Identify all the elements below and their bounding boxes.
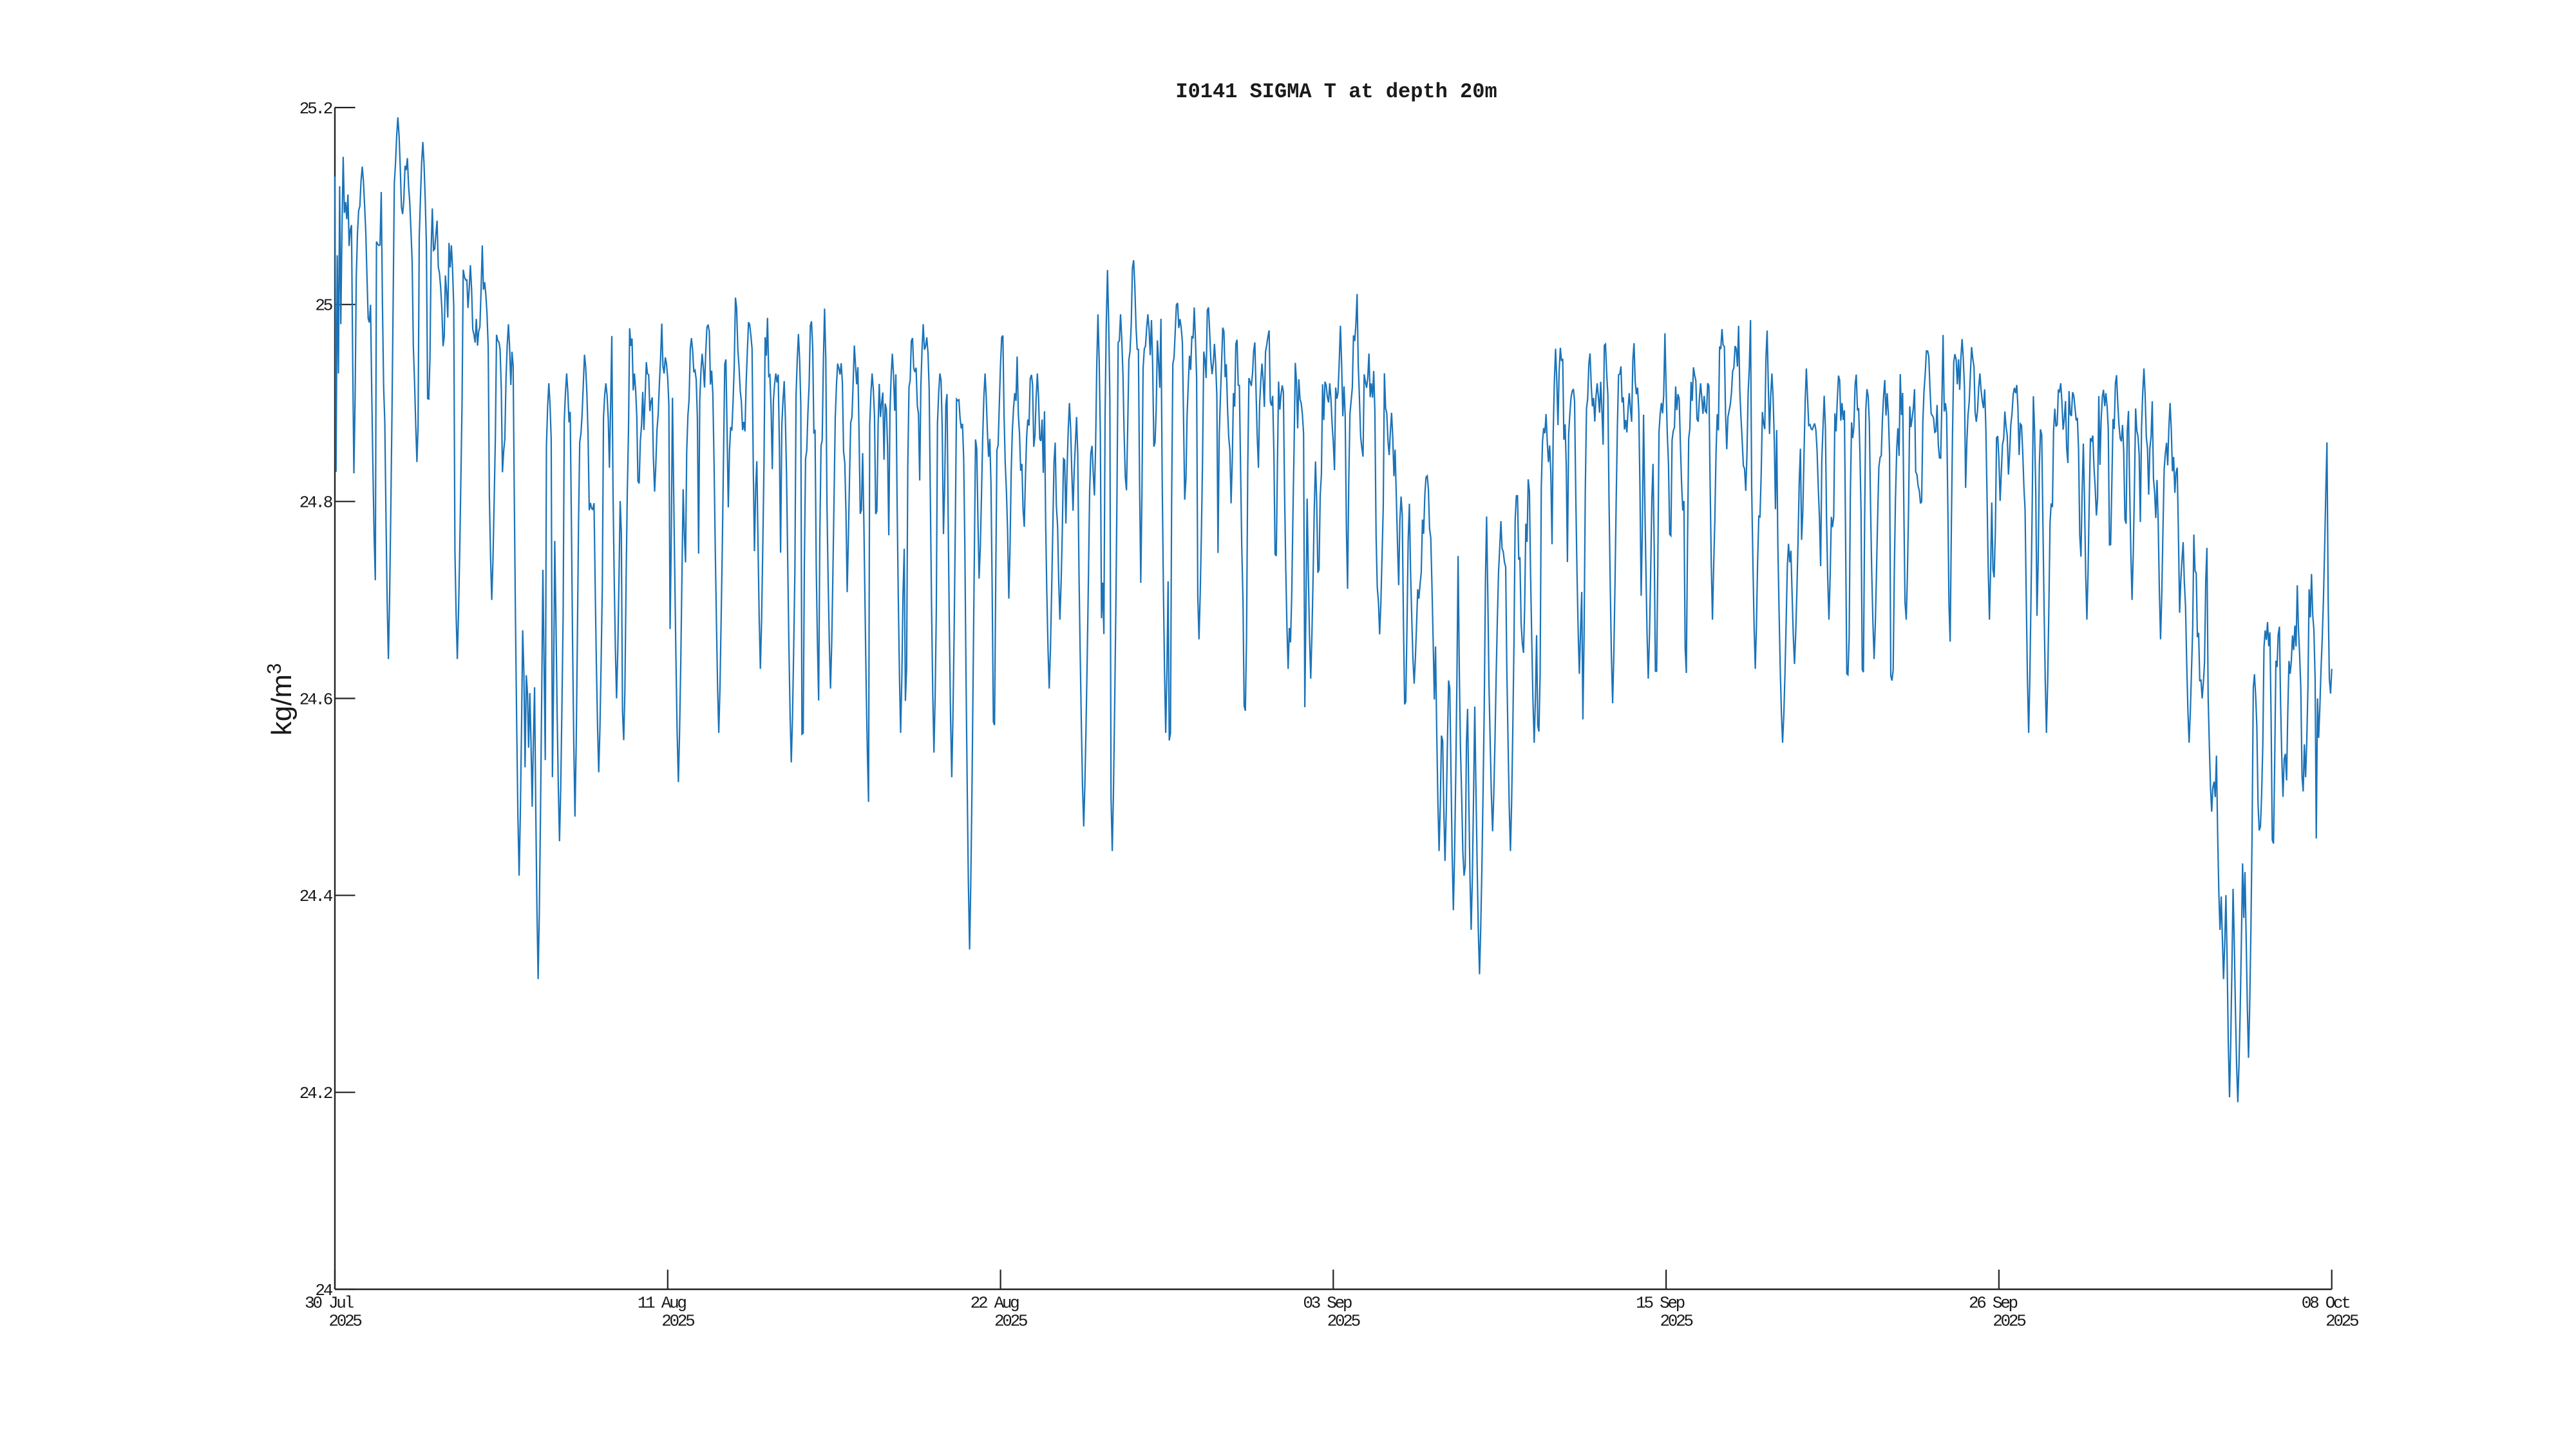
svg-text:2025: 2025 bbox=[1327, 1312, 1360, 1331]
svg-text:30 Jul: 30 Jul bbox=[305, 1294, 354, 1313]
svg-text:2025: 2025 bbox=[1993, 1312, 2025, 1331]
svg-text:25.2: 25.2 bbox=[299, 99, 332, 118]
svg-text:2025: 2025 bbox=[2325, 1312, 2358, 1331]
svg-text:08 Oct: 08 Oct bbox=[2302, 1294, 2350, 1313]
svg-text:24.8: 24.8 bbox=[299, 493, 332, 513]
svg-text:2025: 2025 bbox=[1660, 1312, 1692, 1331]
svg-text:22 Aug: 22 Aug bbox=[971, 1294, 1019, 1313]
svg-text:2025: 2025 bbox=[661, 1312, 694, 1331]
svg-text:24.4: 24.4 bbox=[299, 887, 333, 906]
svg-text:15 Sep: 15 Sep bbox=[1636, 1294, 1685, 1313]
svg-text:24.2: 24.2 bbox=[299, 1084, 332, 1103]
svg-text:24.6: 24.6 bbox=[299, 690, 332, 709]
svg-text:25: 25 bbox=[315, 296, 332, 316]
svg-text:03 Sep: 03 Sep bbox=[1303, 1294, 1352, 1313]
svg-text:kg/m3: kg/m3 bbox=[263, 663, 298, 736]
svg-text:I0141 SIGMA T at depth 20m: I0141 SIGMA T at depth 20m bbox=[1175, 80, 1497, 104]
svg-text:2025: 2025 bbox=[994, 1312, 1027, 1331]
svg-text:11 Aug: 11 Aug bbox=[638, 1294, 687, 1313]
svg-text:26 Sep: 26 Sep bbox=[1969, 1294, 2018, 1313]
svg-text:2025: 2025 bbox=[328, 1312, 361, 1331]
